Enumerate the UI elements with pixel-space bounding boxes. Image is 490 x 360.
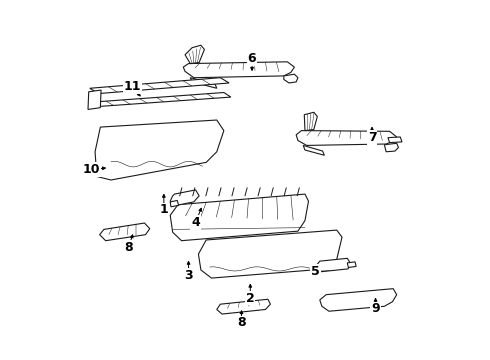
Polygon shape (320, 289, 397, 311)
Polygon shape (217, 299, 270, 314)
Text: 6: 6 (248, 52, 256, 65)
Text: 9: 9 (371, 302, 380, 315)
Text: 5: 5 (311, 265, 320, 278)
Text: 4: 4 (191, 216, 200, 229)
Text: 2: 2 (246, 292, 255, 305)
Text: 11: 11 (123, 80, 141, 93)
Text: 8: 8 (237, 316, 246, 329)
Polygon shape (99, 223, 150, 241)
Text: 1: 1 (159, 203, 168, 216)
Polygon shape (303, 145, 324, 155)
Polygon shape (89, 93, 231, 107)
Polygon shape (304, 112, 318, 131)
Text: 7: 7 (368, 131, 376, 144)
Polygon shape (183, 62, 294, 78)
Polygon shape (316, 258, 351, 272)
Polygon shape (170, 190, 199, 206)
Polygon shape (88, 90, 101, 109)
Polygon shape (190, 78, 217, 88)
Polygon shape (90, 78, 229, 94)
Polygon shape (347, 262, 356, 267)
Text: 3: 3 (184, 269, 193, 282)
Polygon shape (170, 201, 179, 207)
Polygon shape (198, 230, 342, 278)
Text: 10: 10 (83, 163, 100, 176)
Polygon shape (185, 45, 204, 64)
Polygon shape (388, 137, 402, 143)
Polygon shape (296, 131, 397, 145)
Polygon shape (384, 143, 398, 152)
Polygon shape (95, 120, 224, 180)
Polygon shape (170, 194, 309, 241)
Text: 8: 8 (124, 240, 133, 253)
Polygon shape (284, 74, 298, 83)
